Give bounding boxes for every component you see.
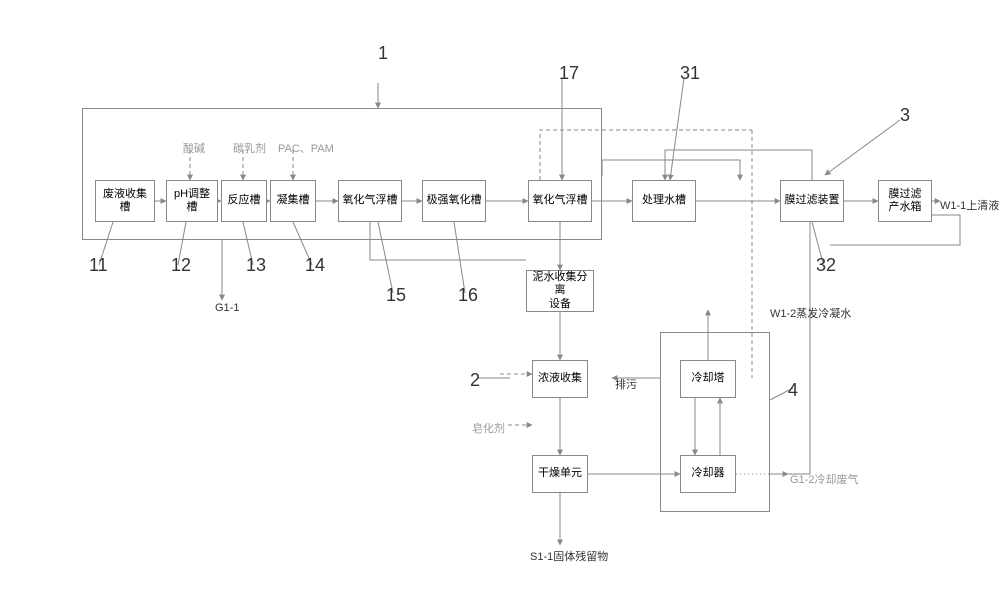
sludge-separator: 泥水收集分离 设备 xyxy=(526,270,594,312)
node-label: 废液收集槽 xyxy=(98,188,152,214)
label-s1-1: S1-1固体残留物 xyxy=(530,548,608,564)
node-label: pH调整槽 xyxy=(169,188,215,214)
oxidation-float-tank-2: 氧化气浮槽 xyxy=(528,180,592,222)
callout-15: 15 xyxy=(386,285,406,306)
oxidation-float-tank-1: 氧化气浮槽 xyxy=(338,180,402,222)
callout-11: 11 xyxy=(89,255,108,276)
reaction-tank: 反应槽 xyxy=(221,180,267,222)
cooling-tower: 冷却塔 xyxy=(680,360,736,398)
label-demulsifier: 碳乳剂 xyxy=(233,140,266,156)
callout-14: 14 xyxy=(305,255,325,276)
treatment-tank: 处理水槽 xyxy=(632,180,696,222)
node-label: 处理水槽 xyxy=(642,194,686,207)
concentrate-collector: 浓液收集 xyxy=(532,360,588,398)
label-blowdown: 排污 xyxy=(615,376,637,392)
node-label: 冷却塔 xyxy=(692,372,725,385)
label-g1-1: G1-1 xyxy=(215,302,239,314)
filtered-water-tank: 膜过滤 产水箱 xyxy=(878,180,932,222)
node-label: 氧化气浮槽 xyxy=(343,194,398,207)
node-label: 氧化气浮槽 xyxy=(533,194,588,207)
diagram-wires xyxy=(0,0,1000,605)
cooler: 冷却器 xyxy=(680,455,736,493)
coagulation-tank: 凝集槽 xyxy=(270,180,316,222)
node-label: 反应槽 xyxy=(228,194,261,207)
label-w1-2: W1-2蒸发冷凝水 xyxy=(770,305,851,321)
node-label: 膜过滤 产水箱 xyxy=(889,188,922,214)
waste-collect-tank: 废液收集槽 xyxy=(95,180,155,222)
label-g1-2: G1-2冷却废气 xyxy=(790,471,858,487)
label-pac-pam: PAC、PAM xyxy=(278,140,334,156)
callout-31: 31 xyxy=(680,63,700,84)
node-label: 冷却器 xyxy=(692,467,725,480)
membrane-filter: 膜过滤装置 xyxy=(780,180,844,222)
node-label: 泥水收集分离 设备 xyxy=(529,271,591,311)
strong-oxidation-tank: 极强氧化槽 xyxy=(422,180,486,222)
callout-4: 4 xyxy=(788,380,798,401)
callout-12: 12 xyxy=(171,255,191,276)
drying-unit: 干燥单元 xyxy=(532,455,588,493)
node-label: 干燥单元 xyxy=(538,467,582,480)
ph-adjust-tank: pH调整槽 xyxy=(166,180,218,222)
label-w1-1: W1-1上清液 xyxy=(940,197,999,213)
callout-13: 13 xyxy=(246,255,266,276)
label-acid-base: 酸碱 xyxy=(183,140,205,156)
node-label: 膜过滤装置 xyxy=(785,194,840,207)
callout-3: 3 xyxy=(900,105,910,126)
callout-1: 1 xyxy=(378,43,388,64)
node-label: 浓液收集 xyxy=(538,372,582,385)
callout-16: 16 xyxy=(458,285,478,306)
callout-17: 17 xyxy=(559,63,579,84)
node-label: 极强氧化槽 xyxy=(427,194,482,207)
node-label: 凝集槽 xyxy=(277,194,310,207)
callout-2: 2 xyxy=(470,370,480,391)
callout-32: 32 xyxy=(816,255,836,276)
label-saponifier: 皂化剂 xyxy=(472,420,505,436)
